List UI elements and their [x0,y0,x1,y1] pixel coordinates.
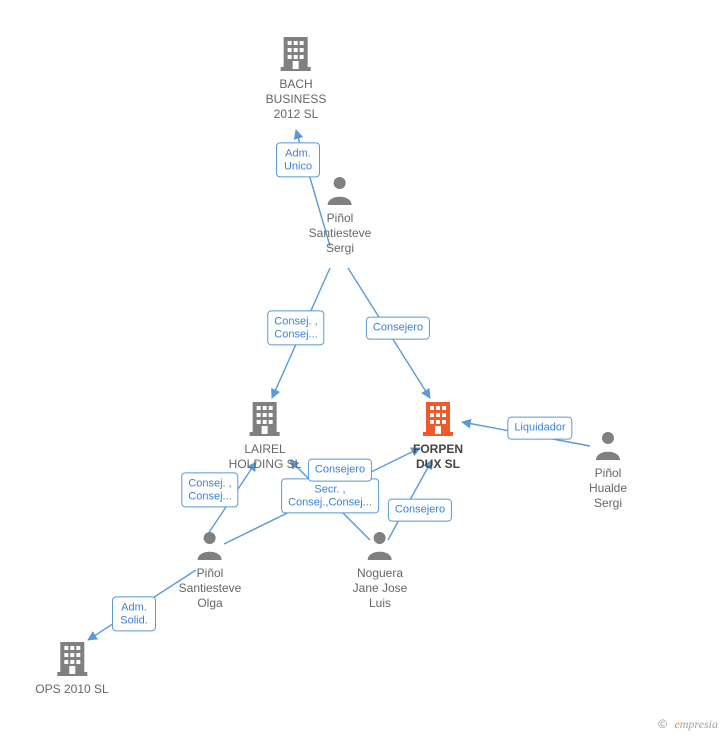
building-icon [55,640,89,680]
node-label: Piñol Hualde Sergi [589,466,627,511]
node-label: Piñol Santiesteve Olga [179,566,242,611]
edge-label[interactable]: Consejero [308,459,372,482]
diagram-canvas: BACH BUSINESS 2012 SL Piñol Santiesteve … [0,0,728,740]
node-label: LAIREL HOLDING SL [229,442,302,472]
copyright-symbol: © [658,717,667,731]
edge-label[interactable]: Adm. Solid. [112,596,156,631]
company-node[interactable]: LAIREL HOLDING SL [229,400,302,472]
person-icon [196,530,224,564]
edge-label[interactable]: Liquidador [507,417,572,440]
building-icon [248,400,282,440]
building-icon [279,35,313,75]
person-icon [594,430,622,464]
brand-rest: mpresia [680,717,718,731]
node-label: Noguera Jane Jose Luis [353,566,408,611]
footer-brand: © empresia [658,717,718,732]
node-label: Piñol Santiesteve Sergi [309,211,372,256]
edge-label[interactable]: Secr. , Consej.,Consej... [281,478,379,513]
edge-label[interactable]: Consej. , Consej... [267,310,324,345]
node-label: FORPEN DUX SL [413,442,463,472]
company-node[interactable]: OPS 2010 SL [35,640,108,697]
edge-label[interactable]: Adm. Unico [276,142,320,177]
edge-label[interactable]: Consejero [388,499,452,522]
building-icon [421,400,455,440]
edges-layer [0,0,728,740]
node-label: BACH BUSINESS 2012 SL [266,77,327,122]
edge-label[interactable]: Consejero [366,317,430,340]
node-label: OPS 2010 SL [35,682,108,697]
person-node[interactable]: Noguera Jane Jose Luis [353,530,408,611]
person-icon [366,530,394,564]
person-node[interactable]: Piñol Hualde Sergi [589,430,627,511]
person-icon [326,175,354,209]
edge-label[interactable]: Consej. , Consej... [181,472,238,507]
company-node[interactable]: FORPEN DUX SL [413,400,463,472]
person-node[interactable]: Piñol Santiesteve Olga [179,530,242,611]
company-node[interactable]: BACH BUSINESS 2012 SL [266,35,327,122]
person-node[interactable]: Piñol Santiesteve Sergi [309,175,372,256]
